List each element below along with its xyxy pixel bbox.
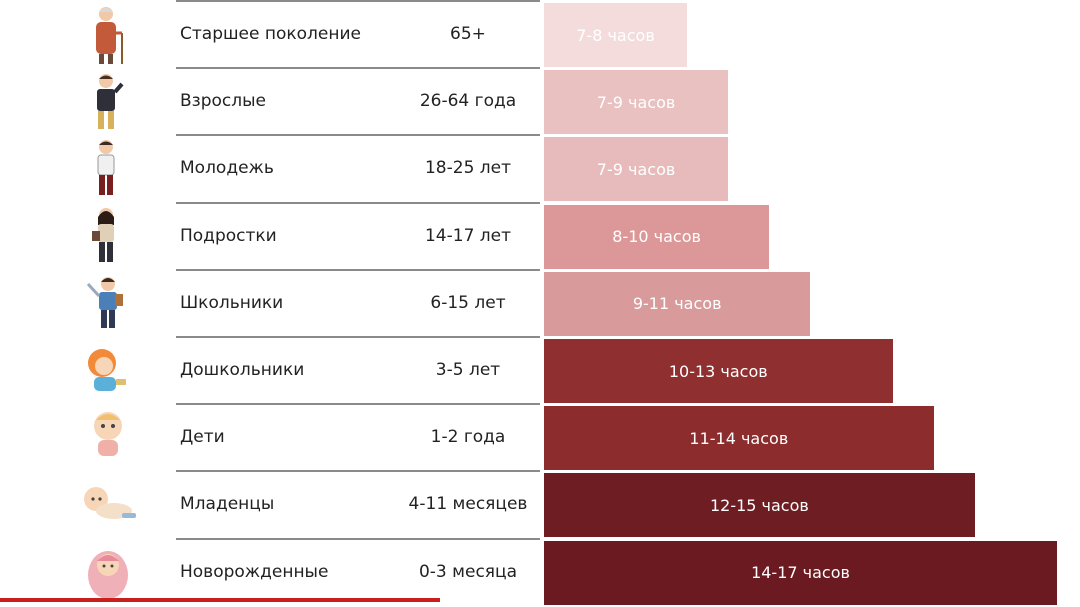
age-label: 3-5 лет <box>435 360 501 380</box>
table-row: Дошкольники 3-5 лет 10-13 часов <box>0 337 1080 404</box>
row-separator <box>176 403 540 406</box>
sleep-bar-label: 8-10 часов <box>612 227 701 247</box>
group-label: Молодежь <box>180 158 274 179</box>
elderly-person-icon <box>78 3 138 65</box>
adult-person-icon <box>78 70 138 132</box>
row-separator <box>176 67 540 70</box>
sleep-bar-label: 7-8 часов <box>576 25 655 45</box>
sleep-bar: 7-9 часов <box>544 70 729 135</box>
bottom-accent-line <box>0 598 440 602</box>
table-row: Подростки 14-17 лет 8-10 часов <box>0 203 1080 270</box>
sleep-bar-label: 9-11 часов <box>632 294 722 314</box>
group-label: Младенцы <box>180 494 275 515</box>
row-separator <box>176 0 540 2</box>
sleep-bar: 11-14 часов <box>544 406 934 471</box>
preschooler-icon <box>78 339 138 401</box>
age-label: 18-25 лет <box>424 158 512 179</box>
newborn-icon <box>78 541 138 603</box>
sleep-bar: 9-11 часов <box>544 271 811 336</box>
teenager-icon <box>78 205 138 267</box>
table-row: Младенцы 4-11 месяцев 12-15 часов <box>0 471 1080 538</box>
group-label: Школьники <box>180 292 284 313</box>
sleep-bar-label: 10-13 часов <box>668 361 768 381</box>
row-separator <box>176 134 540 137</box>
table-row: Школьники 6-15 лет 9-11 часов <box>0 270 1080 337</box>
table-row: Молодежь 18-25 лет 7-9 часов <box>0 135 1080 202</box>
sleep-bar-label: 7-9 часов <box>596 92 676 112</box>
sleep-bar-label: 14-17 часов <box>751 563 850 583</box>
sleep-bar: 7-9 часов <box>544 137 729 202</box>
row-separator <box>176 268 540 271</box>
group-label: Новорожденные <box>180 561 329 582</box>
sleep-bar-label: 12-15 часов <box>709 495 809 515</box>
age-label: 0-3 месяца <box>418 561 517 582</box>
sleep-bar: 7-8 часов <box>544 3 687 67</box>
sleep-bar: 12-15 часов <box>544 473 975 538</box>
sleep-bar: 8-10 часов <box>544 204 770 269</box>
age-label: 4-11 месяцев <box>408 494 528 515</box>
row-separator <box>176 201 540 204</box>
table-row: Дети 1-2 года 11-14 часов <box>0 404 1080 471</box>
age-label: 1-2 года <box>430 427 506 448</box>
group-label: Подростки <box>180 225 277 246</box>
toddler-icon <box>78 406 138 468</box>
group-label: Старшее поколение <box>180 24 361 44</box>
table-row: Взрослые 26-64 года 7-9 часов <box>0 68 1080 135</box>
table-row: Новорожденные 0-3 месяца 14-17 часов <box>0 539 1080 606</box>
table-row: Старшее поколение 65+ 7-8 часов <box>0 1 1080 68</box>
sleep-bar: 14-17 часов <box>544 540 1057 605</box>
group-label: Взрослые <box>180 91 266 112</box>
age-label: 14-17 лет <box>424 225 512 246</box>
group-label: Дети <box>180 427 225 448</box>
row-separator <box>176 470 540 473</box>
group-label: Дошкольники <box>180 360 305 380</box>
age-label: 26-64 года <box>419 91 517 112</box>
row-separator <box>176 336 540 338</box>
infant-icon <box>78 473 138 535</box>
age-label: 6-15 лет <box>430 292 506 313</box>
sleep-bar: 10-13 часов <box>544 339 893 403</box>
sleep-bar-label: 7-9 часов <box>596 159 676 179</box>
age-label: 65+ <box>450 24 486 44</box>
schoolchild-icon <box>78 272 138 334</box>
sleep-bar-label: 11-14 часов <box>689 428 789 448</box>
row-separator <box>176 537 540 540</box>
young-person-icon <box>78 137 138 199</box>
